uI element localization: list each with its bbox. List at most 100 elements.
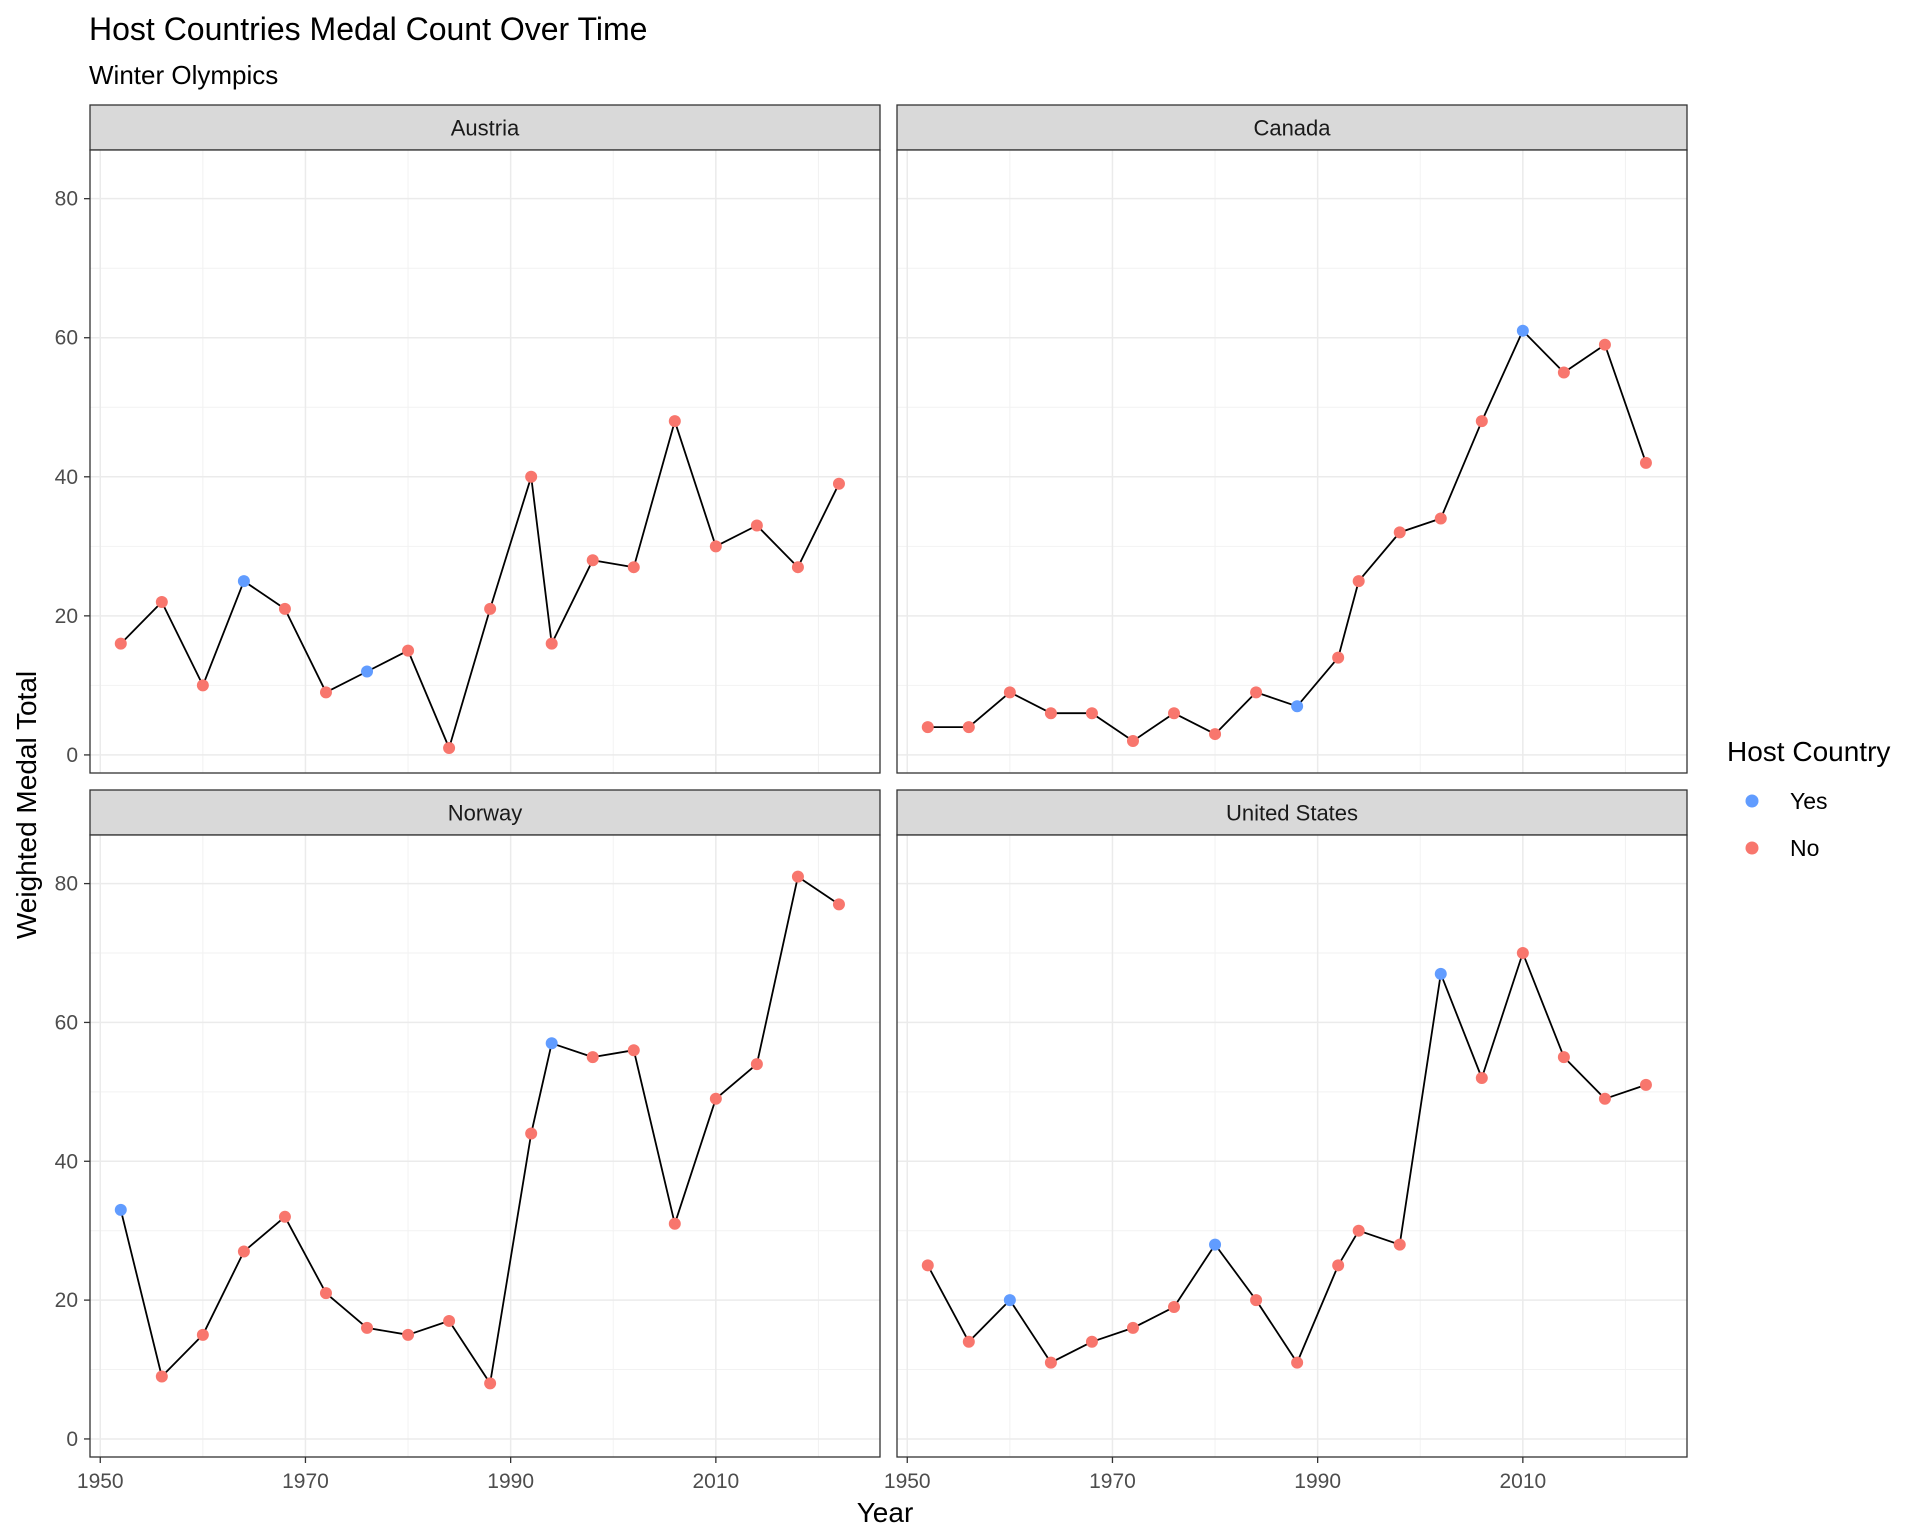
data-point: [668, 1217, 681, 1230]
data-point: [832, 477, 845, 490]
data-point: [319, 686, 332, 699]
data-point: [402, 644, 415, 657]
panel-background: [90, 835, 880, 1457]
panel-border: [896, 834, 1688, 1458]
data-point: [1332, 651, 1345, 664]
data-point: [1209, 728, 1222, 741]
facet-grid: Austria 0 20 40 60 80 Canada Norway 0 20 40 60 80 195…: [55, 104, 1688, 1493]
data-point: [1475, 415, 1488, 428]
data-point: [278, 1210, 291, 1223]
data-point: [1003, 686, 1016, 699]
legend-key-no: [1745, 841, 1759, 855]
data-point: [921, 1259, 934, 1272]
data-point: [1291, 700, 1304, 713]
data-point: [1044, 707, 1057, 720]
facet-norway: Norway 0 20 40 60 80 1950 1970 1990 2010: [55, 789, 881, 1493]
x-tick-label: 2010: [692, 1470, 739, 1493]
y-tick-label: 60: [55, 1011, 78, 1034]
data-point: [586, 554, 599, 567]
data-point: [1085, 1335, 1098, 1348]
facet-united-states: United States 1950 1970 1990 2010: [884, 789, 1688, 1493]
panel-border: [896, 149, 1688, 774]
data-point: [1598, 338, 1611, 351]
x-tick-label: 1970: [1089, 1470, 1136, 1493]
data-point: [668, 415, 681, 428]
data-point: [627, 1044, 640, 1057]
data-point: [484, 602, 497, 615]
facet-austria: Austria 0 20 40 60 80: [55, 104, 881, 774]
legend-label-yes: Yes: [1790, 788, 1828, 814]
data-point: [114, 637, 127, 650]
data-point: [1434, 512, 1447, 525]
data-point: [1250, 1294, 1263, 1307]
data-point: [525, 1127, 538, 1140]
data-point: [155, 1370, 168, 1383]
x-tick-label: 1990: [487, 1470, 534, 1493]
facet-strip: [896, 789, 1688, 836]
chart-title: Host Countries Medal Count Over Time: [89, 11, 647, 47]
data-point: [750, 519, 763, 532]
legend-title: Host Country: [1727, 736, 1890, 767]
data-point: [402, 1328, 415, 1341]
data-point: [1250, 686, 1263, 699]
chart-subtitle: Winter Olympics: [89, 60, 278, 90]
data-point: [114, 1203, 127, 1216]
y-tick-label: 0: [66, 744, 78, 767]
facet-canada: Canada: [896, 104, 1688, 774]
legend-key-yes: [1745, 794, 1759, 808]
x-tick-label: 1950: [77, 1470, 124, 1493]
legend-label-no: No: [1790, 835, 1819, 861]
y-tick-label: 60: [55, 327, 78, 350]
x-tick-label: 1990: [1294, 1470, 1341, 1493]
y-tick-label: 40: [55, 466, 78, 489]
data-point: [962, 721, 975, 734]
data-point: [484, 1377, 497, 1390]
y-tick-label: 40: [55, 1150, 78, 1173]
data-point: [1516, 324, 1529, 337]
data-point: [1393, 1238, 1406, 1251]
y-axis-title: Weighted Medal Total: [11, 671, 42, 939]
data-point: [1126, 1321, 1139, 1334]
facet-title: Norway: [448, 801, 523, 826]
data-point: [1516, 947, 1529, 960]
data-point: [791, 870, 804, 883]
data-point: [1639, 1078, 1652, 1091]
y-tick-label: 20: [55, 1289, 78, 1312]
data-point: [237, 1245, 250, 1258]
data-point: [1291, 1356, 1304, 1369]
panel-border: [89, 834, 881, 1458]
data-point: [319, 1287, 332, 1300]
data-point: [962, 1335, 975, 1348]
panel-border: [89, 149, 881, 774]
data-point: [545, 1037, 558, 1050]
facet-strip: [89, 789, 881, 836]
legend: Host Country Yes No: [1727, 736, 1890, 861]
data-point: [1639, 456, 1652, 469]
data-point: [791, 561, 804, 574]
data-point: [627, 561, 640, 574]
data-point: [1434, 967, 1447, 980]
data-point: [1168, 1301, 1181, 1314]
y-tick-label: 80: [55, 188, 78, 211]
panel-background: [90, 150, 880, 773]
data-point: [361, 665, 374, 678]
panel-background: [897, 150, 1687, 773]
data-point: [443, 1314, 456, 1327]
data-point: [1475, 1071, 1488, 1084]
y-tick-label: 80: [55, 873, 78, 896]
data-point: [1393, 526, 1406, 539]
data-point: [750, 1058, 763, 1071]
facet-strip: [896, 104, 1688, 151]
data-point: [1044, 1356, 1057, 1369]
y-tick-label: 20: [55, 605, 78, 628]
x-tick-label: 2010: [1499, 1470, 1546, 1493]
data-point: [1126, 735, 1139, 748]
data-point: [545, 637, 558, 650]
data-point: [155, 595, 168, 608]
data-point: [1168, 707, 1181, 720]
data-point: [1003, 1294, 1016, 1307]
data-point: [709, 1092, 722, 1105]
data-point: [709, 540, 722, 553]
data-point: [237, 575, 250, 588]
